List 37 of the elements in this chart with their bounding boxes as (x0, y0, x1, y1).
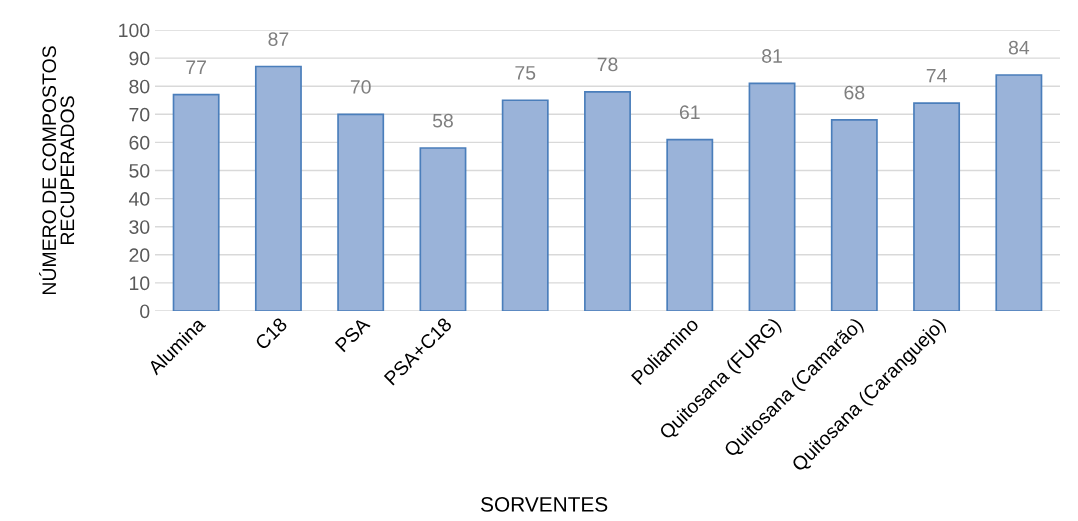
data-label: 58 (432, 113, 453, 128)
y-tick-label: 20 (129, 248, 150, 263)
bar (501, 99, 549, 311)
data-label: 70 (350, 80, 371, 94)
data-label: 75 (515, 66, 536, 80)
bar (419, 147, 467, 311)
y-axis-title: NÚMERO DE COMPOSTOS RECUPERADOS (39, 46, 75, 295)
y-tick-label: 80 (129, 79, 150, 94)
data-label: 74 (926, 68, 947, 83)
data-label: 81 (762, 49, 782, 63)
bar (913, 102, 961, 311)
data-label: 77 (186, 60, 206, 74)
y-tick-label: 30 (129, 220, 150, 234)
data-label: 61 (679, 105, 700, 120)
data-label: 87 (268, 32, 289, 47)
bar (995, 74, 1043, 311)
y-tick-label: 60 (129, 135, 150, 150)
bar (337, 113, 385, 311)
data-label: 68 (844, 85, 865, 100)
y-tick-label: 10 (130, 276, 150, 291)
bar (254, 65, 302, 311)
y-tick-label: 100 (119, 23, 150, 38)
x-axis-title: SORVENTES (481, 497, 608, 512)
bar (172, 93, 220, 311)
y-tick-label: 50 (129, 163, 150, 178)
y-tick-label: 70 (129, 107, 150, 122)
data-label: 78 (597, 57, 618, 72)
bar (748, 82, 796, 311)
y-tick-label: 0 (140, 304, 150, 319)
data-label: 84 (1008, 40, 1030, 55)
x-tick-label: PSA (334, 316, 371, 353)
bar (666, 138, 714, 311)
bar (584, 90, 631, 311)
bar (830, 119, 878, 311)
y-tick-label: 40 (128, 192, 150, 206)
y-tick-label: 90 (129, 51, 150, 66)
x-tick-label: C18 (254, 316, 288, 351)
